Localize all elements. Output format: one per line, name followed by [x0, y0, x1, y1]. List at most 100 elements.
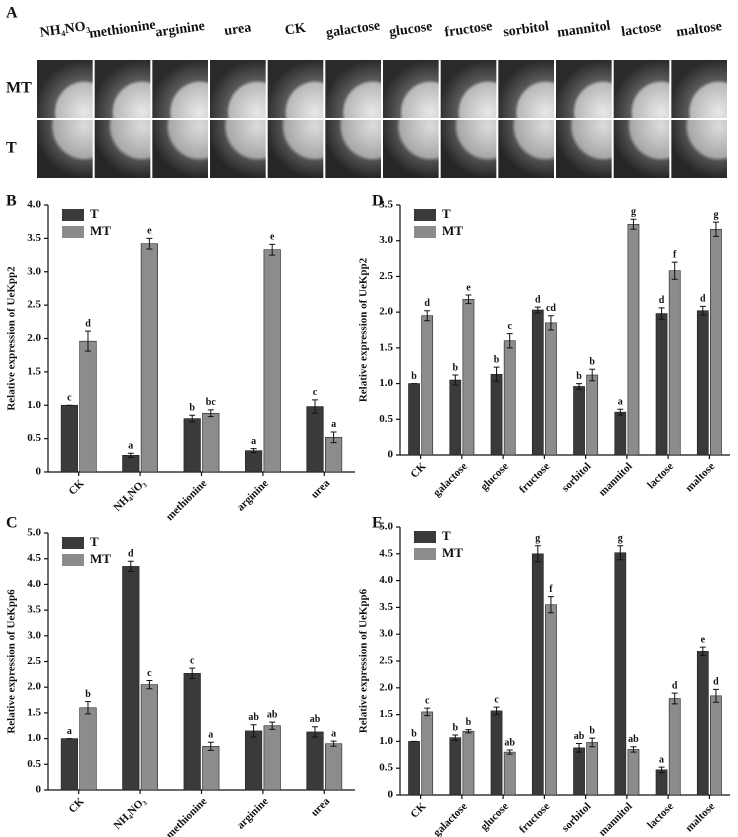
- column-label: glucose: [388, 19, 433, 40]
- bar: [183, 418, 201, 473]
- significance-label: a: [128, 441, 133, 452]
- x-tick-label: CK: [408, 460, 428, 480]
- x-tick-label: galactose: [431, 800, 470, 837]
- significance-label: c: [147, 668, 152, 679]
- column-label: mannitol: [556, 19, 611, 41]
- bar: [586, 374, 599, 456]
- x-tick-label: methionine: [164, 795, 210, 837]
- y-axis-label: Relative expression of UeKpp2: [358, 257, 370, 402]
- photo: [498, 60, 554, 118]
- bar: [245, 450, 263, 473]
- error-bar: [534, 545, 541, 563]
- bar: [245, 730, 263, 791]
- row-label: MT: [6, 80, 32, 97]
- x-tick-label: lactose: [645, 800, 676, 831]
- panel-label: E: [372, 515, 383, 532]
- y-tick-label: 4.5: [379, 547, 393, 559]
- bar: [122, 566, 140, 791]
- error-bar: [312, 399, 319, 414]
- significance-label: c: [494, 694, 499, 705]
- bar: [306, 731, 324, 791]
- error-bar: [465, 294, 472, 305]
- photo: [613, 60, 670, 118]
- significance-label: b: [453, 362, 459, 373]
- error-bar: [84, 330, 91, 352]
- y-tick-label: 0.5: [379, 762, 393, 774]
- significance-label: e: [147, 226, 152, 237]
- column-label: fructose: [444, 19, 494, 41]
- y-tick-label: 3.5: [27, 232, 41, 244]
- row-label: T: [6, 140, 17, 157]
- y-axis-label: Relative expression of UeKpp6: [358, 588, 370, 733]
- y-tick-label: 1.5: [379, 341, 393, 353]
- photo: [671, 60, 727, 118]
- y-tick-label: 3.0: [27, 265, 41, 277]
- bar: [696, 651, 709, 796]
- significance-label: g: [618, 533, 623, 544]
- photo: [325, 60, 381, 118]
- x-tick-label: glucose: [478, 800, 511, 833]
- x-tick-label: glucose: [478, 460, 511, 493]
- bar: [449, 379, 462, 456]
- error-bar: [493, 706, 500, 716]
- error-bar: [146, 237, 153, 250]
- photo: [325, 120, 381, 178]
- y-tick-label: 1.5: [27, 365, 41, 377]
- x-tick-label: NH₄NO₃: [112, 477, 149, 514]
- bar: [408, 741, 420, 796]
- error-bar: [506, 333, 513, 349]
- y-tick-label: 0: [36, 784, 42, 796]
- bar: [462, 730, 475, 796]
- legend-label: T: [90, 206, 99, 221]
- significance-label: ab: [504, 737, 515, 748]
- bar: [696, 310, 709, 456]
- bar: [263, 249, 281, 473]
- y-tick-label: 4.0: [27, 578, 41, 590]
- photo: [671, 120, 727, 178]
- bar: [462, 298, 475, 456]
- legend-label: MT: [442, 545, 463, 560]
- x-tick-label: arginine: [235, 795, 271, 831]
- bar: [122, 455, 140, 473]
- significance-label: f: [549, 584, 553, 595]
- error-bar: [506, 749, 513, 755]
- y-tick-label: 1.0: [379, 735, 393, 747]
- significance-label: ab: [248, 712, 259, 723]
- bar: [324, 743, 343, 791]
- significance-label: a: [67, 726, 72, 737]
- photo: [210, 60, 266, 118]
- column-label: galactose: [325, 19, 381, 41]
- panel-label: A: [6, 5, 18, 22]
- y-tick-label: 4.0: [379, 574, 393, 586]
- significance-label: d: [535, 294, 541, 305]
- bar: [503, 340, 516, 456]
- error-bar: [207, 409, 214, 418]
- significance-label: c: [67, 393, 72, 404]
- significance-label: e: [701, 634, 706, 645]
- legend-label: MT: [442, 223, 463, 238]
- significance-label: d: [85, 318, 91, 329]
- significance-label: e: [270, 232, 275, 243]
- error-bar: [250, 724, 257, 738]
- legend-swatch: [62, 554, 84, 566]
- y-tick-label: 3.5: [27, 604, 41, 616]
- y-tick-label: 2.0: [379, 306, 393, 318]
- error-bar: [330, 740, 337, 747]
- error-bar: [127, 452, 134, 458]
- significance-label: b: [85, 689, 91, 700]
- y-tick-label: 2.5: [27, 655, 41, 667]
- significance-label: ab: [574, 731, 585, 742]
- y-tick-label: 1.0: [27, 399, 41, 411]
- error-bar: [658, 307, 665, 320]
- significance-label: a: [251, 436, 256, 447]
- bar: [263, 725, 281, 791]
- significance-label: b: [411, 729, 417, 740]
- column-label: CK: [284, 21, 307, 39]
- x-tick-label: CK: [408, 800, 428, 820]
- x-tick-label: methionine: [164, 477, 210, 523]
- bar: [545, 322, 557, 456]
- significance-label: g: [713, 209, 718, 220]
- significance-label: c: [190, 655, 195, 666]
- significance-label: b: [453, 722, 459, 733]
